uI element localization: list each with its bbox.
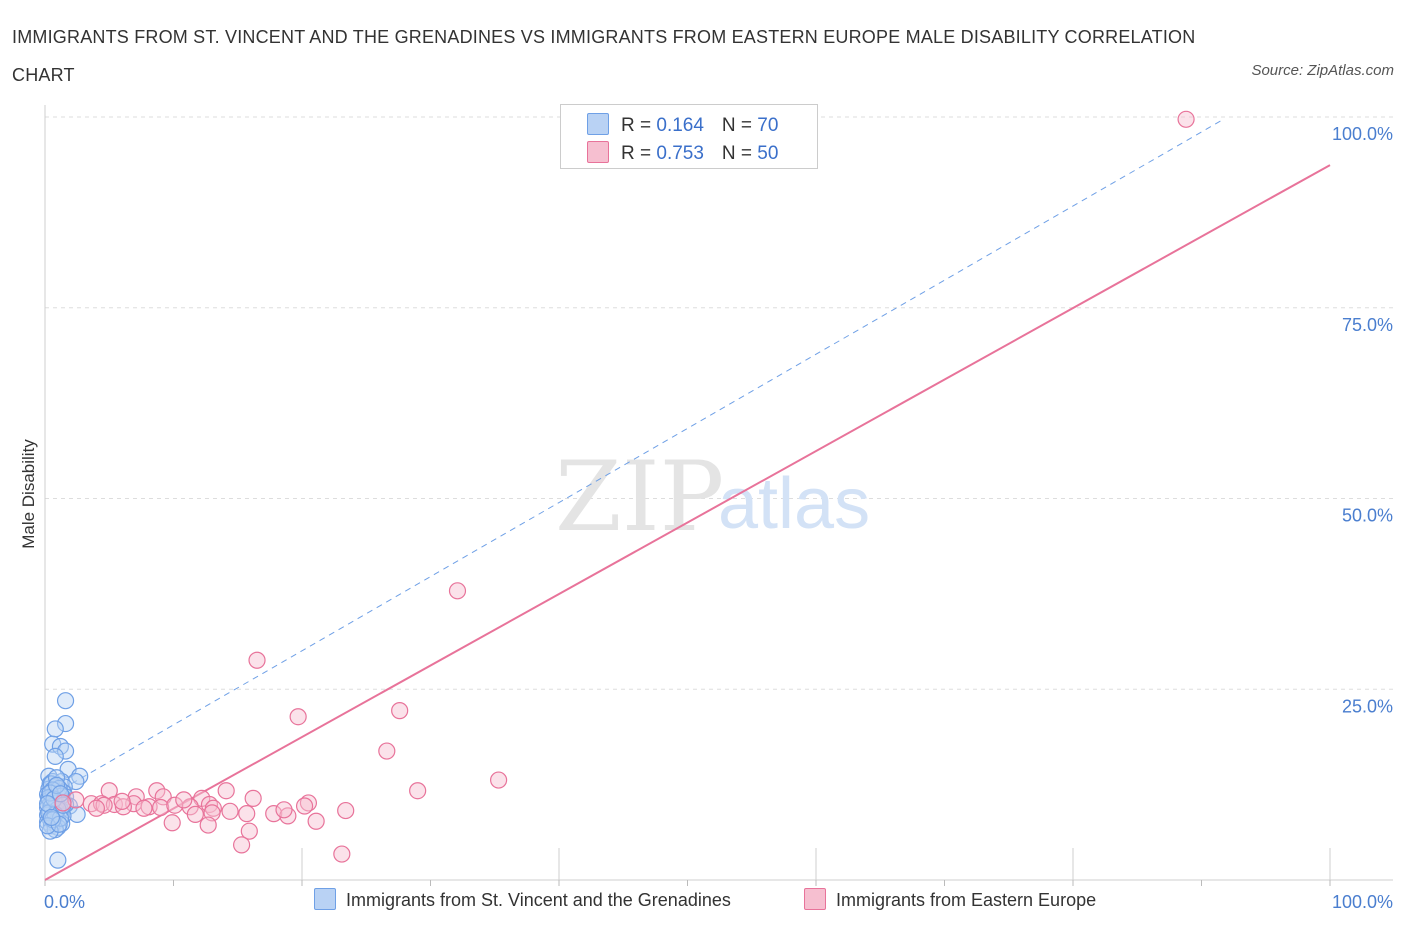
y-tick-label-0: 25.0% [1342, 696, 1393, 716]
point-eastern-europe-46 [275, 801, 293, 819]
point-eastern-europe-47 [175, 791, 193, 809]
point-st-vincent-69 [42, 808, 61, 827]
point-eastern-europe-7 [490, 771, 508, 789]
y-tick-label-3: 100.0% [1332, 124, 1393, 144]
chart-title: IMMIGRANTS FROM ST. VINCENT AND THE GREN… [12, 27, 1196, 85]
bottom-legend-swatch-blue [314, 888, 336, 910]
y-tick-label-1: 50.0% [1342, 506, 1393, 526]
point-eastern-europe-10 [148, 782, 166, 800]
point-st-vincent-4 [51, 737, 70, 756]
trendline-blue [52, 120, 1222, 795]
bottom-legend-eastern-europe: Immigrants from Eastern Europe [804, 888, 1096, 911]
legend-swatch-blue [587, 113, 609, 135]
legend-swatch-pink [587, 141, 609, 163]
legend-row-st-vincent: R = 0.164 N = 70 [587, 113, 778, 137]
point-eastern-europe-14 [154, 788, 172, 806]
point-eastern-europe-12 [244, 789, 262, 807]
point-eastern-europe-3 [248, 651, 266, 669]
legend-row-eastern-europe: R = 0.753 N = 50 [587, 141, 778, 165]
points-eastern-europe [54, 110, 1195, 863]
point-eastern-europe-35 [163, 814, 181, 832]
point-eastern-europe-41 [221, 802, 239, 820]
legend-n-value: 50 [757, 143, 779, 164]
point-eastern-europe-37 [240, 822, 258, 840]
point-eastern-europe-45 [233, 836, 251, 854]
point-eastern-europe-44 [333, 845, 351, 863]
point-eastern-europe-31 [265, 805, 283, 823]
legend-r-value: 0.164 [656, 115, 704, 136]
x-tick-min: 0.0% [44, 892, 85, 912]
point-st-vincent-5 [56, 742, 75, 760]
watermark: ZIP atlas [555, 441, 870, 553]
point-eastern-europe-33 [337, 801, 355, 820]
source-label: Source: ZipAtlas.com [1251, 62, 1394, 79]
gridlines [45, 116, 1393, 690]
legend-r-label: R = [621, 115, 657, 136]
stats-legend: R = 0.164 N = 70 R = 0.753 N = 50 [560, 104, 818, 169]
bottom-legend-label-eastern-europe: Immigrants from Eastern Europe [836, 890, 1097, 910]
point-eastern-europe-30 [238, 805, 256, 823]
trendline-st-vincent [52, 120, 1222, 795]
legend-r-label: R = [621, 143, 657, 164]
y-axis-label: Male Disability [19, 439, 38, 549]
point-eastern-europe-0 [1177, 110, 1195, 128]
point-st-vincent-33 [68, 805, 86, 823]
x-tick-max: 100.0% [1332, 892, 1393, 912]
y-tick-label-2: 75.0% [1342, 315, 1393, 335]
point-eastern-europe-8 [409, 782, 427, 800]
point-st-vincent-1 [56, 714, 75, 733]
point-st-vincent-2 [46, 720, 64, 738]
bottom-legend-label-st-vincent: Immigrants from St. Vincent and the Gren… [346, 890, 731, 910]
point-eastern-europe-24 [152, 798, 170, 817]
legend-n-label: N = [721, 143, 758, 164]
point-eastern-europe-5 [391, 702, 409, 720]
point-eastern-europe-42 [199, 816, 217, 834]
point-eastern-europe-38 [113, 792, 131, 811]
trendline-pink [44, 164, 1331, 881]
point-eastern-europe-11 [217, 782, 235, 800]
point-eastern-europe-4 [289, 708, 307, 726]
point-st-vincent-67 [47, 776, 66, 794]
axes [44, 105, 1393, 886]
point-st-vincent-0 [56, 692, 75, 710]
points-st-vincent [38, 692, 89, 869]
bottom-legend-st-vincent: Immigrants from St. Vincent and the Gren… [314, 888, 731, 911]
x-tick-labels: 0.0% 100.0% [44, 892, 1393, 912]
bottom-legend-swatch-pink [804, 888, 826, 910]
y-tick-labels: 25.0% 50.0% 75.0% 100.0% [1332, 124, 1393, 716]
point-eastern-europe-34 [186, 805, 204, 823]
legend-n-label: N = [721, 115, 758, 136]
point-st-vincent-6 [46, 747, 64, 765]
point-eastern-europe-49 [87, 799, 106, 817]
trendline-eastern-europe [44, 164, 1331, 881]
legend-n-value: 70 [757, 115, 779, 136]
watermark-atlas: atlas [718, 464, 870, 544]
watermark-zip: ZIP [555, 441, 724, 553]
point-eastern-europe-48 [54, 794, 72, 812]
point-eastern-europe-2 [448, 582, 467, 600]
point-st-vincent-46 [49, 851, 67, 869]
point-eastern-europe-29 [295, 797, 314, 815]
legend-r-value: 0.753 [656, 143, 704, 164]
point-eastern-europe-40 [135, 799, 153, 817]
point-eastern-europe-43 [307, 812, 325, 830]
point-eastern-europe-6 [378, 742, 396, 760]
